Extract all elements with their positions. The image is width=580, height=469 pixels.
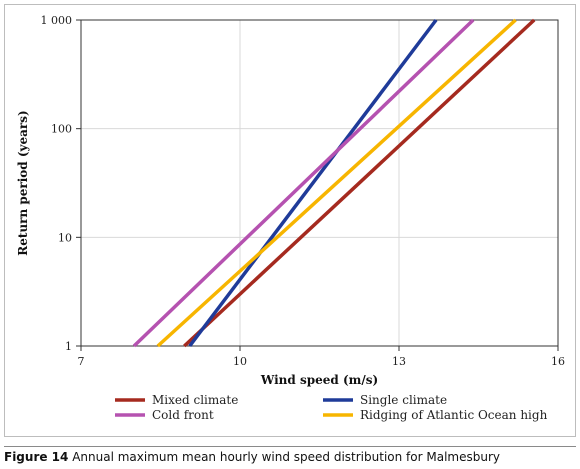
x-axis-title: Wind speed (m/s) [260, 373, 378, 387]
x-tick-label: 7 [78, 355, 85, 368]
chart-frame: 7 10 13 16 1 10 100 1 000 Wind speed (m/s) Retu… [4, 4, 576, 437]
caption-text: Annual maximum mean hourly wind speed di… [68, 450, 500, 464]
caption-figure-number: Figure 14 [4, 450, 69, 464]
wind-speed-chart: 7 10 13 16 1 10 100 1 000 Wind speed (m/s) Retu… [16, 14, 566, 422]
legend-label-ridging-of-atlantic-ocean-high: Ridging of Atlantic Ocean high [360, 408, 548, 422]
legend-label-mixed-climate: Mixed climate [152, 393, 238, 407]
series-line-mixed-climate [183, 18, 536, 348]
y-tick-label: 100 [51, 123, 72, 136]
legend-label-single-climate: Single climate [360, 393, 447, 407]
series-line-ridging-of-atlantic-ocean-high [156, 18, 517, 348]
y-axis-title: Return period (years) [16, 110, 30, 255]
x-tick-label: 16 [551, 355, 565, 368]
y-tick-label: 1 [65, 340, 72, 353]
series-lines [132, 18, 536, 348]
series-line-single-climate [188, 18, 438, 348]
x-tick-label: 10 [233, 355, 247, 368]
plot-border [80, 19, 559, 347]
legend: Mixed climate Single climate Cold front Rid… [115, 393, 548, 422]
tick-labels: 7 10 13 16 1 10 100 1 000 [41, 14, 566, 368]
figure-caption: Figure 14 Annual maximum mean hourly win… [4, 446, 576, 466]
grid [81, 20, 558, 346]
x-tick-label: 13 [392, 355, 406, 368]
y-tick-label: 10 [58, 231, 72, 244]
y-tick-label: 1 000 [41, 14, 73, 27]
legend-label-cold-front: Cold front [152, 408, 214, 422]
axes [76, 19, 559, 351]
series-line-cold-front [132, 18, 475, 348]
